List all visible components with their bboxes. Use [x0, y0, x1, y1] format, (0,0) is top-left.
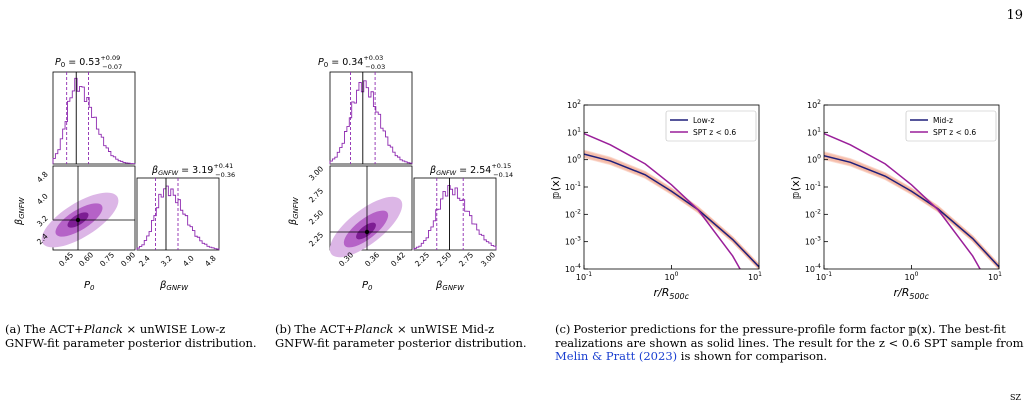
series-line	[584, 153, 759, 268]
caption-a-text-1: The ACT+	[23, 322, 84, 336]
legend-box	[905, 110, 997, 142]
x-axis-label: r/R500c	[654, 286, 690, 301]
histogram-step	[413, 185, 497, 250]
pressure-profile-plot-lowz: 10-4 10-3 10-2 10-1 100 101 102 10-1 100 101 𝕡(x) r…	[549, 99, 762, 301]
panel-b-beta-tick: 2.75	[457, 250, 475, 268]
y-tick-label: 100	[567, 154, 581, 165]
x-axis-label: r/R500c	[894, 286, 930, 301]
y-axis-label: 𝕡(x)	[549, 176, 562, 199]
y-axis-label: 𝕡(x)	[789, 176, 802, 199]
panel-b-ytick: 2.25	[307, 230, 325, 248]
panel-a-beta-tick: 3.2	[159, 253, 174, 268]
panel-a-xtick: 0.75	[98, 250, 116, 268]
x-tick-label: 101	[988, 271, 1002, 282]
panel-b-beta-tick: 2.25	[413, 250, 431, 268]
caption-b-text-1: The ACT+	[294, 322, 355, 336]
legend-box	[665, 110, 757, 142]
x-tick-label: 100	[664, 271, 678, 282]
x-tick-label: 10-1	[816, 271, 832, 282]
y-tick-label: 10-4	[565, 263, 581, 274]
legend-label: SPT z < 0.6	[933, 128, 976, 137]
caption-a-label: (a)	[5, 322, 21, 336]
legend-label: Mid-z	[933, 116, 953, 125]
caption-b-text-2: × unWISE Mid-z GNFW-fit parameter poster…	[275, 322, 527, 350]
panel-a-p0-histogram	[52, 71, 136, 165]
panel-a-contour-plot	[41, 165, 136, 251]
panel-a-beta-tick: 2.4	[137, 253, 152, 268]
panel-a-p0-title: P0 = 0.53+0.09 −0.07	[55, 55, 122, 71]
series-line	[824, 132, 981, 269]
x-tick-label: 100	[904, 271, 918, 282]
panel-b-beta-tick: 3.00	[479, 250, 497, 268]
y-tick-label: 10-2	[565, 208, 581, 219]
panel-a-xtick: 0.60	[77, 250, 95, 268]
page-number: 19	[1006, 8, 1023, 23]
histogram-step	[52, 77, 136, 165]
caption-c: (c) Posterior predictions for the pressur…	[555, 322, 1027, 364]
panel-a-beta-tick: 4.8	[203, 253, 218, 268]
panel-a-xtick: 0.45	[57, 250, 75, 268]
panel-b-xtick: 0.42	[389, 250, 407, 268]
y-tick-label: 10-3	[565, 236, 581, 247]
pressure-profile-plot-midz: 10-4 10-3 10-2 10-1 100 101 102 10-1 100 101 𝕡(x) r…	[789, 99, 1002, 301]
panel-b-p0-title: P0 = 0.34+0.03 −0.03	[318, 55, 385, 71]
caption-a-text-2: × unWISE Low-z GNFW-fit parameter poster…	[5, 322, 257, 350]
y-tick-label: 100	[807, 154, 821, 165]
panel-b-ylabel: βGNFW	[288, 196, 300, 226]
y-tick-label: 102	[567, 99, 581, 110]
histogram-step	[329, 80, 413, 164]
caption-a-italic: Planck	[83, 322, 123, 336]
y-tick-label: 10-4	[805, 263, 821, 274]
panel-a-beta-histogram	[136, 177, 220, 251]
y-tick-label: 101	[807, 126, 821, 137]
histogram-step	[136, 185, 220, 250]
panel-a-beta-tick: 4.0	[181, 253, 196, 268]
legend-label: SPT z < 0.6	[693, 128, 736, 137]
panel-a-xlabel: P0	[84, 280, 95, 292]
y-tick-label: 10-1	[805, 181, 821, 192]
panel-b-xlabel: P0	[362, 280, 373, 292]
y-tick-label: 10-2	[805, 208, 821, 219]
y-tick-label: 101	[567, 126, 581, 137]
figure-panel-a: P0 = 0.53+0.09 −0.07 βGNFW = 3.19+0.41 −0.…	[14, 55, 235, 292]
y-tick-label: 102	[807, 99, 821, 110]
panel-a-xtick: 0.90	[119, 250, 137, 268]
panel-b-ytick: 3.00	[307, 164, 325, 182]
caption-c-text-2: is shown for comparison.	[677, 349, 828, 363]
legend-label: Low-z	[693, 116, 714, 125]
posterior-band	[824, 151, 999, 269]
y-tick-label: 10-1	[565, 181, 581, 192]
figure-panel-b: P0 = 0.34+0.03 −0.03 βGNFW = 2.54+0.15 −0.…	[288, 55, 513, 292]
panel-a-ytick: 4.0	[35, 191, 50, 206]
panel-b-ytick: 2.75	[307, 186, 325, 204]
caption-a: (a) The ACT+Planck × unWISE Low-z GNFW-fi…	[5, 322, 260, 350]
x-tick-label: 101	[748, 271, 762, 282]
caption-c-citation-link[interactable]: Melin & Pratt (2023)	[555, 349, 678, 363]
panel-b-contour-plot	[329, 165, 413, 258]
panel-a-beta-xlabel: βGNFW	[159, 280, 189, 292]
corner-mark: SZ	[1009, 393, 1021, 402]
figure-panel-c: 10-4 10-3 10-2 10-1 100 101 102 10-1 100 101 𝕡(x) r…	[549, 99, 1002, 301]
caption-b: (b) The ACT+Planck × unWISE Mid-z GNFW-fi…	[275, 322, 533, 350]
caption-c-label: (c)	[555, 322, 571, 336]
panel-a-ytick: 4.8	[35, 169, 50, 184]
series-line	[824, 154, 999, 268]
x-tick-label: 10-1	[576, 271, 592, 282]
panel-a-beta-title: βGNFW = 3.19+0.41 −0.36	[151, 162, 235, 179]
panel-b-p0-histogram	[329, 71, 413, 165]
panel-a-ylabel: βGNFW	[14, 196, 26, 226]
posterior-band	[584, 149, 759, 269]
caption-c-text-1: Posterior predictions for the pressure-p…	[555, 322, 1024, 350]
caption-b-italic: Planck	[354, 322, 394, 336]
caption-b-label: (b)	[275, 322, 292, 336]
panel-b-ytick: 2.50	[307, 208, 325, 226]
panel-b-beta-histogram	[413, 177, 497, 251]
panel-b-beta-tick: 2.50	[435, 250, 453, 268]
panel-b-beta-xlabel: βGNFW	[435, 280, 465, 292]
series-line	[584, 132, 741, 269]
panel-b-xtick: 0.36	[363, 250, 381, 268]
panel-b-beta-title: βGNFW = 2.54+0.15 −0.14	[429, 162, 513, 179]
y-tick-label: 10-3	[805, 236, 821, 247]
